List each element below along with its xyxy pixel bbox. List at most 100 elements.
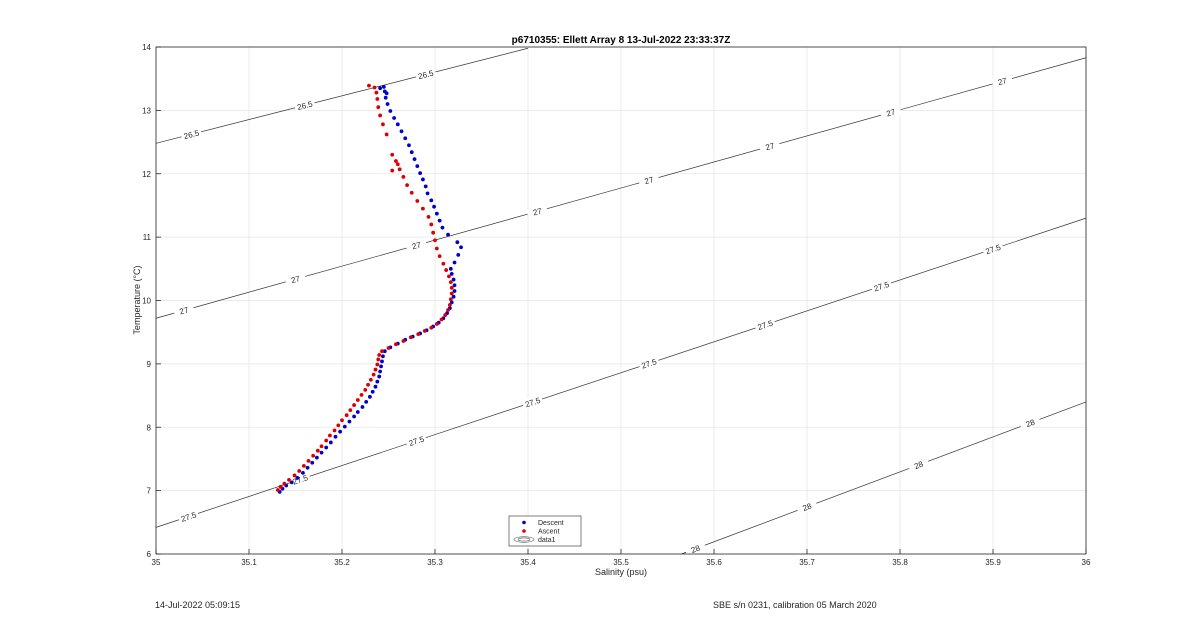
data-point-ascent — [344, 413, 349, 418]
data-point-ascent — [336, 423, 341, 428]
contour-label-bg — [637, 172, 660, 188]
contour-label-28: 28 — [795, 498, 819, 515]
contour-line-27.5 — [155, 217, 1087, 528]
data-point-ascent — [372, 85, 377, 90]
data-point-descent — [289, 480, 294, 485]
contour-label-text: 28 — [801, 501, 813, 513]
data-point-ascent — [376, 105, 381, 110]
data-point-descent — [381, 354, 385, 359]
data-point-descent — [452, 260, 457, 265]
data-point-descent — [395, 122, 400, 127]
data-point-descent — [342, 424, 347, 429]
y-tick-label: 7 — [147, 487, 152, 496]
data-point-ascent — [384, 132, 389, 137]
x-axis-label: Salinity (psu) — [595, 567, 647, 577]
data-point-descent — [429, 198, 434, 203]
data-point-descent — [446, 232, 450, 237]
contour-label-27.5: 27.5 — [177, 508, 200, 525]
data-point-descent — [452, 289, 457, 293]
data-point-descent — [432, 204, 436, 209]
data-point-ascent — [422, 329, 427, 333]
contour-label-bg — [981, 241, 1005, 257]
contour-line-28 — [681, 401, 1087, 555]
y-tick-label: 10 — [142, 297, 151, 306]
data-point-descent — [319, 450, 324, 455]
contour-line-27 — [155, 57, 1087, 319]
data-point-ascent — [439, 317, 444, 322]
data-point-descent — [455, 240, 460, 245]
data-point-ascent — [434, 246, 439, 251]
data-point-ascent — [426, 214, 431, 219]
data-point-descent — [437, 218, 442, 223]
contour-label-text: 28 — [913, 459, 925, 471]
data-point-ascent — [376, 357, 381, 362]
contour-label-27: 27 — [526, 203, 549, 219]
contour-label-27: 27 — [284, 271, 307, 287]
y-axis-label: Temperature (°C) — [132, 265, 142, 334]
data-point-descent — [423, 184, 428, 189]
data-point-ascent — [394, 342, 398, 347]
data-point-descent — [388, 109, 393, 113]
data-point-ascent — [368, 377, 373, 382]
contour-label-27: 27 — [172, 302, 195, 318]
contour-label-text: 27 — [997, 76, 1009, 87]
data-point-ascent — [319, 444, 324, 449]
data-point-ascent — [444, 268, 449, 272]
data-point-descent — [392, 116, 396, 120]
contour-label-27.5: 27.5 — [521, 394, 544, 411]
contour-label-text: 27 — [532, 206, 544, 217]
data-point-descent — [403, 136, 408, 141]
data-series — [275, 83, 463, 494]
x-tick-label: 35 — [152, 558, 161, 567]
data-point-descent — [421, 177, 425, 182]
contour-label-bg — [870, 278, 893, 295]
legend-label-ascent: Ascent — [538, 529, 559, 536]
contour-label-bg — [172, 302, 195, 318]
contour-label-bg — [879, 104, 902, 120]
x-tick-label: 35.4 — [520, 558, 536, 567]
data-point-descent — [305, 465, 310, 470]
contour-label-bg — [526, 203, 549, 219]
footer-timestamp: 14-Jul-2022 05:09:15 — [155, 600, 241, 610]
contour-label-bg — [289, 471, 312, 488]
data-point-descent — [314, 455, 319, 460]
contour-label-bg — [684, 540, 707, 557]
data-point-descent — [451, 294, 456, 299]
data-point-ascent — [415, 199, 420, 203]
contour-label-bg — [907, 456, 930, 474]
data-point-ascent — [431, 230, 436, 235]
contour-label-27: 27 — [405, 237, 428, 253]
data-point-ascent — [408, 335, 413, 340]
data-point-descent — [375, 379, 380, 384]
data-point-ascent — [433, 238, 437, 243]
legend-marker-descent — [522, 520, 526, 525]
contour-label-27: 27 — [637, 172, 660, 188]
data-point-descent — [373, 384, 378, 389]
data-point-ascent — [449, 291, 454, 296]
contour-label-bg — [758, 138, 781, 154]
data-point-ascent — [306, 458, 311, 463]
contour-label-bg — [754, 316, 777, 333]
data-point-ascent — [315, 448, 320, 453]
data-point-ascent — [446, 308, 450, 312]
data-point-ascent — [448, 280, 453, 285]
contour-label-27.5: 27.5 — [637, 355, 660, 372]
y-tick-label: 13 — [142, 106, 151, 115]
footer-calibration: SBE s/n 0231, calibration 05 March 2020 — [713, 600, 877, 610]
x-tick-label: 35.9 — [985, 558, 1001, 567]
y-tick-label: 14 — [142, 43, 151, 52]
data-point-ascent — [297, 469, 302, 473]
data-point-descent — [418, 171, 423, 176]
contour-label-bg — [405, 432, 428, 449]
data-point-ascent — [405, 183, 409, 188]
data-point-descent — [378, 86, 383, 91]
legend-marker-ascent — [522, 529, 526, 533]
contour-label-26.5: 26.5 — [293, 97, 316, 113]
data-point-descent — [412, 157, 417, 162]
series-ascent — [275, 83, 454, 492]
data-point-ascent — [441, 261, 446, 266]
x-tick-label: 35.2 — [334, 558, 350, 567]
contour-label-28: 28 — [1019, 414, 1042, 432]
contour-label-27.5: 27.5 — [870, 278, 893, 295]
